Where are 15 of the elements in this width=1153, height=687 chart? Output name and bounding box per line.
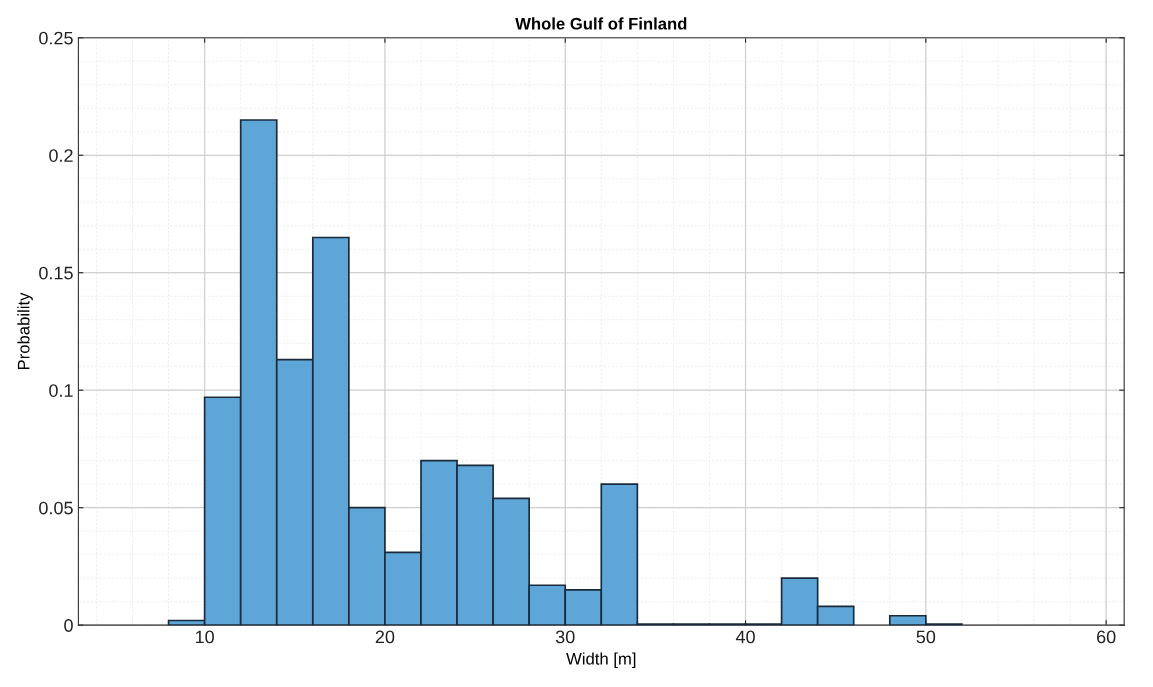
y-tick-label: 0.15: [39, 266, 73, 280]
y-tick-label: 0.2: [49, 149, 73, 162]
chart-title: Whole Gulf of Finland: [515, 17, 687, 30]
x-axis-title: Width [m]: [566, 652, 636, 668]
x-tick-label: 10: [195, 630, 214, 644]
x-tick-label: 40: [735, 630, 755, 644]
x-tick-label: 50: [916, 630, 936, 644]
y-tick-label: 0.25: [39, 31, 73, 45]
x-tick-label: 30: [555, 630, 575, 644]
y-tick-label: 0.05: [39, 501, 73, 515]
x-tick-label: 60: [1097, 630, 1116, 644]
y-axis-title: Probability: [17, 292, 33, 370]
x-tick-label: 20: [375, 630, 395, 644]
y-tick-label: 0.1: [49, 384, 73, 397]
y-tick-label: 0: [64, 619, 73, 632]
